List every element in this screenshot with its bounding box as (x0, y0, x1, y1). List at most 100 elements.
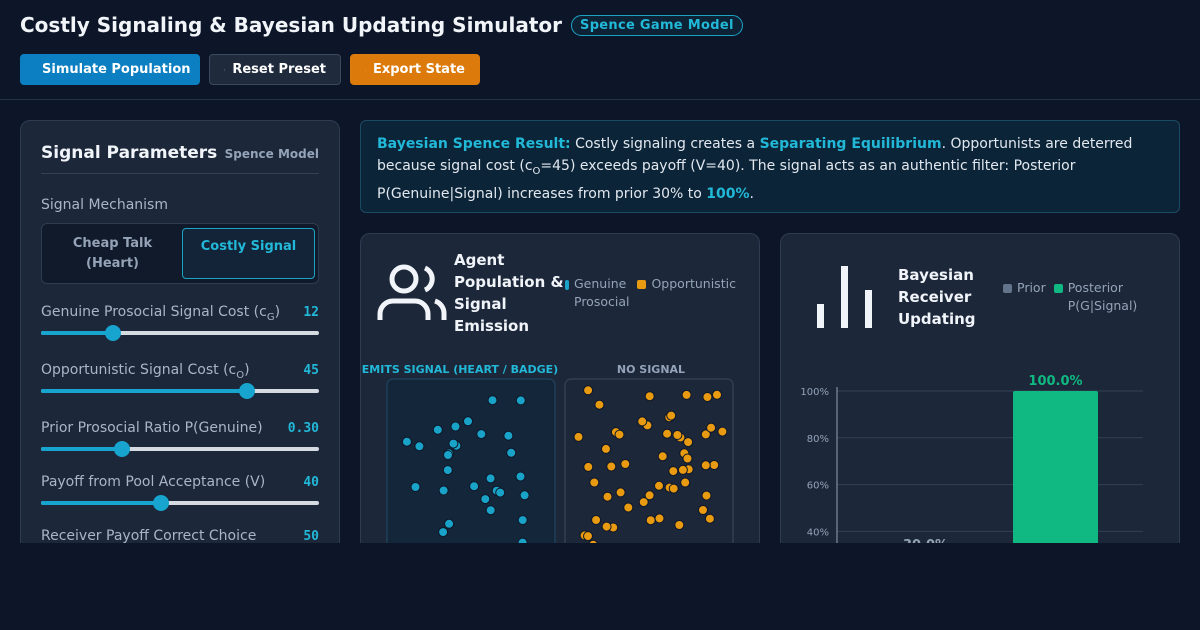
agent-population-panel: Agent Population & Signal Emission Genui… (360, 233, 760, 573)
pool-payoff-slider[interactable] (41, 495, 319, 511)
app-header: Costly Signaling & Bayesian Updating Sim… (0, 0, 1200, 100)
param-prior-ratio: Prior Prosocial Ratio P(Genuine) 0.30 (41, 420, 319, 460)
opportunistic-agent-dot (654, 513, 665, 524)
sidebar-tag: Spence Model (224, 147, 319, 161)
opportunistic-agent-dot (644, 391, 655, 402)
reset-label: Reset Preset (232, 62, 326, 77)
legend-posterior: Posterior P(G|Signal) (1053, 279, 1137, 315)
export-label: Export State (372, 62, 465, 77)
genuine-agent-dot (506, 447, 517, 458)
prior-ratio-slider[interactable] (41, 441, 319, 457)
users-icon (377, 264, 447, 320)
mechanism-toggle: Cheap Talk (Heart) Costly Signal (41, 223, 319, 284)
population-chart: EMITS SIGNAL (HEART / BADGE) NO SIGNAL (362, 363, 734, 572)
opportunistic-agent-dot (594, 399, 605, 410)
opportunistic-agent-dot (644, 490, 655, 501)
y-tick-label: 100% (800, 387, 829, 398)
y-tick-label: 60% (807, 481, 829, 492)
export-state-button[interactable]: Export State (350, 54, 480, 85)
genuine-agent-dot (476, 429, 487, 440)
title-row: Costly Signaling & Bayesian Updating Sim… (20, 13, 743, 37)
mechanism-label: Signal Mechanism (41, 197, 168, 213)
bayes-legend: Prior Posterior P(G|Signal) (1003, 279, 1137, 315)
genuine-agent-dot (485, 473, 496, 484)
equilibrium-label: Separating Equilibrium (759, 136, 942, 152)
legend-opportunistic: Opportunistic (637, 275, 736, 293)
y-tick-label: 40% (807, 527, 829, 538)
slider-thumb[interactable] (153, 495, 169, 511)
population-title: Agent Population & Signal Emission (454, 251, 564, 335)
opportunistic-agent-dot (606, 461, 617, 472)
opportunistic-agent-dot (700, 460, 711, 471)
bayes-title: Bayesian Receiver Updating (898, 266, 976, 328)
opportunistic-agent-dot (706, 422, 717, 433)
simulate-population-button[interactable]: Simulate Population (20, 54, 200, 85)
opportunistic-agent-dot (638, 497, 649, 508)
opportunistic-cost-slider[interactable] (41, 383, 319, 399)
param-opportunistic-cost: Opportunistic Signal Cost (cO) 45 (41, 362, 319, 402)
genuine-agent-dot (519, 490, 530, 501)
slider-thumb[interactable] (105, 325, 121, 341)
costly-signal-option[interactable]: Costly Signal (182, 228, 315, 279)
param-value: 40 (303, 475, 319, 490)
opportunistic-agent-dot (700, 429, 711, 440)
genuine-cost-slider[interactable] (41, 325, 319, 341)
sidebar-title: Signal Parameters (41, 143, 218, 163)
cheap-talk-option[interactable]: Cheap Talk (Heart) (72, 235, 153, 271)
y-tick-label: 80% (807, 434, 829, 445)
opportunistic-agent-dot (591, 515, 602, 525)
param-label: Receiver Payoff Correct Choice (41, 528, 257, 544)
opportunistic-agent-dot (645, 515, 656, 526)
toolbar: Simulate Population Reset Preset Export … (20, 54, 480, 85)
opportunistic-agent-dot (701, 490, 712, 501)
param-label: Opportunistic Signal Cost (cO) (41, 362, 250, 381)
legend-genuine: Genuine Prosocial (565, 275, 629, 311)
opportunistic-agent-dot (614, 429, 625, 440)
app-title: Costly Signaling & Bayesian Updating Sim… (20, 13, 563, 37)
opportunistic-agent-dot (601, 521, 612, 532)
slider-thumb[interactable] (239, 383, 255, 399)
signal-group-box (386, 378, 556, 572)
sidebar-header: Signal Parameters Spence Model (41, 143, 319, 174)
param-label: Prior Prosocial Ratio P(Genuine) (41, 420, 263, 436)
genuine-agent-dot (432, 424, 443, 435)
genuine-agent-dot (469, 481, 480, 492)
opportunistic-agent-dot (620, 459, 631, 469)
opportunistic-agent-dot (672, 430, 683, 440)
opportunistic-agent-dot (717, 426, 728, 437)
param-label: Payoff from Pool Acceptance (V) (41, 474, 266, 490)
bayesian-result-banner: Bayesian Spence Result: Costly signaling… (360, 120, 1180, 213)
genuine-agent-dot (443, 450, 453, 460)
genuine-agent-dot (487, 395, 498, 406)
opportunistic-agent-dot (683, 437, 694, 448)
reset-preset-button[interactable]: Reset Preset (209, 54, 341, 85)
slider-thumb[interactable] (114, 441, 130, 457)
opportunistic-agent-dot (589, 477, 600, 488)
genuine-agent-dot (517, 515, 528, 526)
param-label: Genuine Prosocial Signal Cost (cG) (41, 304, 281, 323)
genuine-agent-dot (442, 465, 453, 476)
opportunistic-agent-dot (662, 428, 673, 439)
genuine-agent-dot (438, 485, 449, 496)
opportunistic-agent-dot (680, 477, 691, 488)
opportunistic-agent-dot (583, 461, 594, 472)
param-genuine-cost: Genuine Prosocial Signal Cost (cG) 12 (41, 304, 319, 344)
genuine-agent-dot (401, 436, 412, 447)
opportunistic-agent-dot (702, 392, 713, 402)
opportunistic-agent-dot (602, 491, 613, 502)
signal-parameters-panel: Signal Parameters Spence Model Signal Me… (20, 120, 340, 560)
simulate-label: Simulate Population (42, 62, 191, 77)
genuine-agent-dot (515, 471, 526, 482)
opportunistic-agent-dot (682, 453, 693, 464)
opportunistic-agent-dot (704, 513, 715, 524)
opportunistic-agent-dot (573, 431, 584, 442)
model-badge: Spence Game Model (571, 14, 743, 36)
genuine-agent-dot (515, 395, 526, 406)
genuine-agent-dot (448, 438, 459, 449)
page-bottom (0, 543, 1200, 630)
result-lead: Bayesian Spence Result: (377, 136, 571, 152)
opportunistic-agent-dot (668, 466, 679, 477)
genuine-agent-dot (480, 494, 491, 505)
refresh-icon (224, 68, 226, 70)
opportunistic-agent-dot (666, 410, 677, 421)
